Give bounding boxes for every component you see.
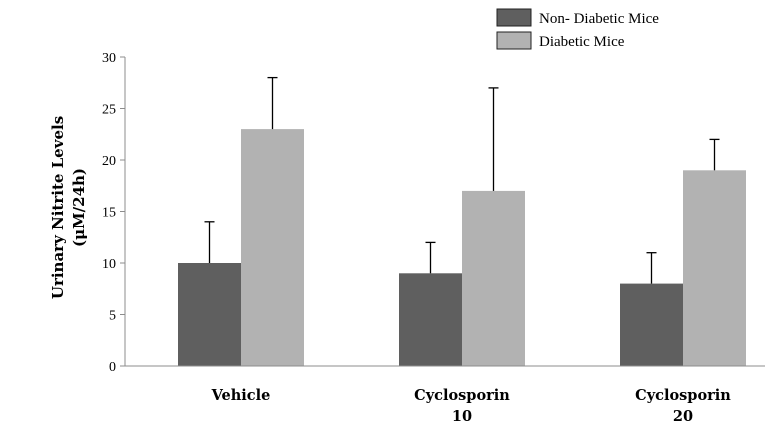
y-tick-label: 30 (102, 51, 116, 66)
x-tick-label-line: Vehicle (211, 387, 271, 404)
y-tick-label: 15 (102, 206, 116, 221)
y-axis-title-text: Urinary Nitrite Levels (μM/24h) (49, 116, 88, 299)
y-axis-title: Urinary Nitrite Levels (μM/24h) (49, 116, 88, 299)
bar-non-diabetic (178, 263, 241, 366)
bar-non-diabetic (399, 273, 462, 366)
bar-diabetic (462, 190, 525, 366)
x-tick-label: Cyclosporin 20 (635, 387, 731, 425)
x-tick-label: Vehicle (211, 387, 271, 404)
legend-swatch (496, 31, 532, 50)
x-tick-label: Cyclosporin 10 (414, 387, 510, 425)
bar-diabetic (683, 170, 746, 366)
legend-label: Non- Diabetic Mice (539, 11, 659, 27)
y-tick-label: 0 (109, 360, 116, 375)
y-tick-label: 5 (109, 309, 116, 324)
bar-diabetic (241, 129, 304, 366)
x-tick-label-line: Cyclosporin (635, 387, 731, 404)
y-axis-title-line: Urinary Nitrite Levels (49, 116, 67, 299)
x-tick-label-line: 20 (673, 408, 693, 425)
legend-swatch (496, 8, 532, 27)
y-axis: 0 5 10 15 20 25 30 (102, 51, 126, 375)
bar-non-diabetic (620, 283, 683, 366)
y-axis-title-line: (μM/24h) (70, 168, 88, 247)
x-tick-label-line: Cyclosporin (414, 387, 510, 404)
y-tick-label: 20 (102, 154, 116, 169)
legend: Non- Diabetic Mice Diabetic Mice (496, 8, 659, 50)
y-tick-label: 10 (102, 257, 116, 272)
x-tick-label-line: 10 (452, 408, 472, 425)
y-tick-label: 25 (102, 103, 116, 118)
legend-label: Diabetic Mice (539, 34, 625, 50)
x-axis: Vehicle Cyclosporin 10 Cyclosporin 20 (125, 365, 765, 425)
bars (178, 76, 746, 366)
